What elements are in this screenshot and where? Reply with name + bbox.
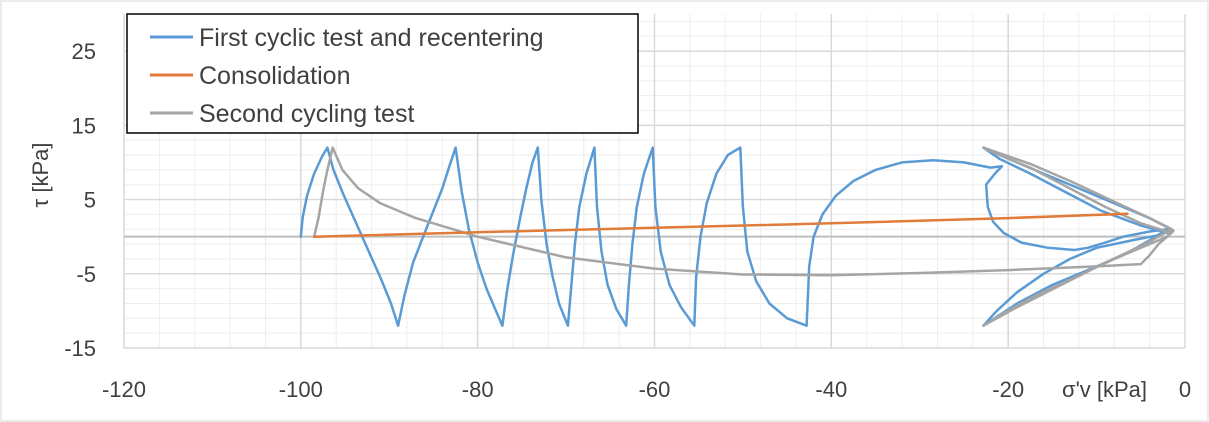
x-tick-label: -120: [102, 377, 146, 402]
y-axis-title: τ [kPa]: [28, 143, 53, 208]
x-tick-label: -20: [992, 377, 1024, 402]
y-tick-labels: -15 -5 5 15 25: [64, 39, 96, 361]
series-line-second-cycling: [312, 146, 1175, 327]
legend-box: [126, 13, 639, 134]
y-tick-label: 15: [72, 113, 96, 138]
legend: First cyclic test and recentering Consoli…: [126, 13, 639, 134]
series-layer: [299, 146, 1175, 327]
legend-label: Consolidation: [199, 62, 351, 90]
legend-label: Second cycling test: [199, 100, 414, 128]
x-tick-label: -80: [462, 377, 494, 402]
x-tick-label: -60: [639, 377, 671, 402]
x-axis-title: σ'v [kPa]: [1062, 377, 1147, 402]
x-tick-label: -40: [815, 377, 847, 402]
y-tick-label: 5: [84, 188, 96, 213]
grid-major: [123, 14, 1186, 349]
y-tick-label: -5: [76, 262, 96, 287]
series-line-first-cyclic: [299, 146, 1173, 327]
series-line-consolidation: [312, 212, 1129, 238]
x-tick-label: -100: [279, 377, 323, 402]
x-tick-label: 0: [1179, 377, 1191, 402]
y-tick-label: -15: [64, 336, 96, 361]
y-tick-label: 25: [72, 39, 96, 64]
x-tick-labels: -120 -100 -80 -60 -40 -20 0: [102, 377, 1191, 402]
legend-label: First cyclic test and recentering: [199, 24, 544, 52]
